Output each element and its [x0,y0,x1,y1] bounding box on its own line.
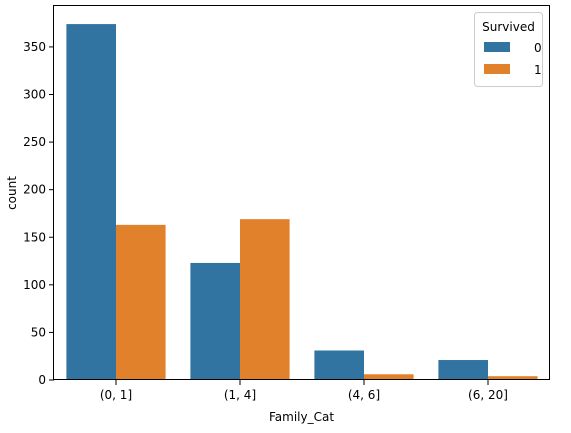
bar-1-series-1 [240,219,290,380]
legend-label-1: 1 [534,63,542,77]
legend-swatch-0 [484,42,510,52]
y-tick-label: 350 [23,40,46,54]
bar-2-series-0 [314,350,364,380]
x-axis-label: Family_Cat [269,410,334,424]
y-tick-label: 200 [23,183,46,197]
legend: Survived 0 1 [474,12,543,87]
y-tick-label: 0 [38,373,46,387]
x-tick-label: (0, 1] [100,388,132,402]
y-ticks: 0 50 100 150 200 250 300 350 [23,40,54,387]
bar-1-series-0 [190,262,240,380]
y-axis-label: count [5,176,19,210]
y-tick-label: 150 [23,230,46,244]
legend-swatch-1 [484,64,510,74]
x-ticks: (0, 1] (1, 4] (4, 6] (6, 20] [100,380,508,402]
y-tick-label: 250 [23,135,46,149]
y-tick-label: 300 [23,88,46,102]
bars-group [66,24,538,381]
y-tick-label: 100 [23,278,46,292]
legend-label-0: 0 [534,41,542,55]
x-tick-label: (6, 20] [468,388,508,402]
bar-3-series-1 [488,376,538,380]
y-tick-label: 50 [31,325,46,339]
legend-title: Survived [482,20,535,34]
axes-group [53,5,550,380]
x-tick-label: (4, 6] [348,388,380,402]
plot-frame [53,5,550,380]
bar-2-series-1 [364,374,414,380]
bar-0-series-0 [66,24,116,381]
x-tick-label: (1, 4] [224,388,256,402]
bar-3-series-0 [438,360,488,380]
bar-0-series-1 [116,224,166,380]
